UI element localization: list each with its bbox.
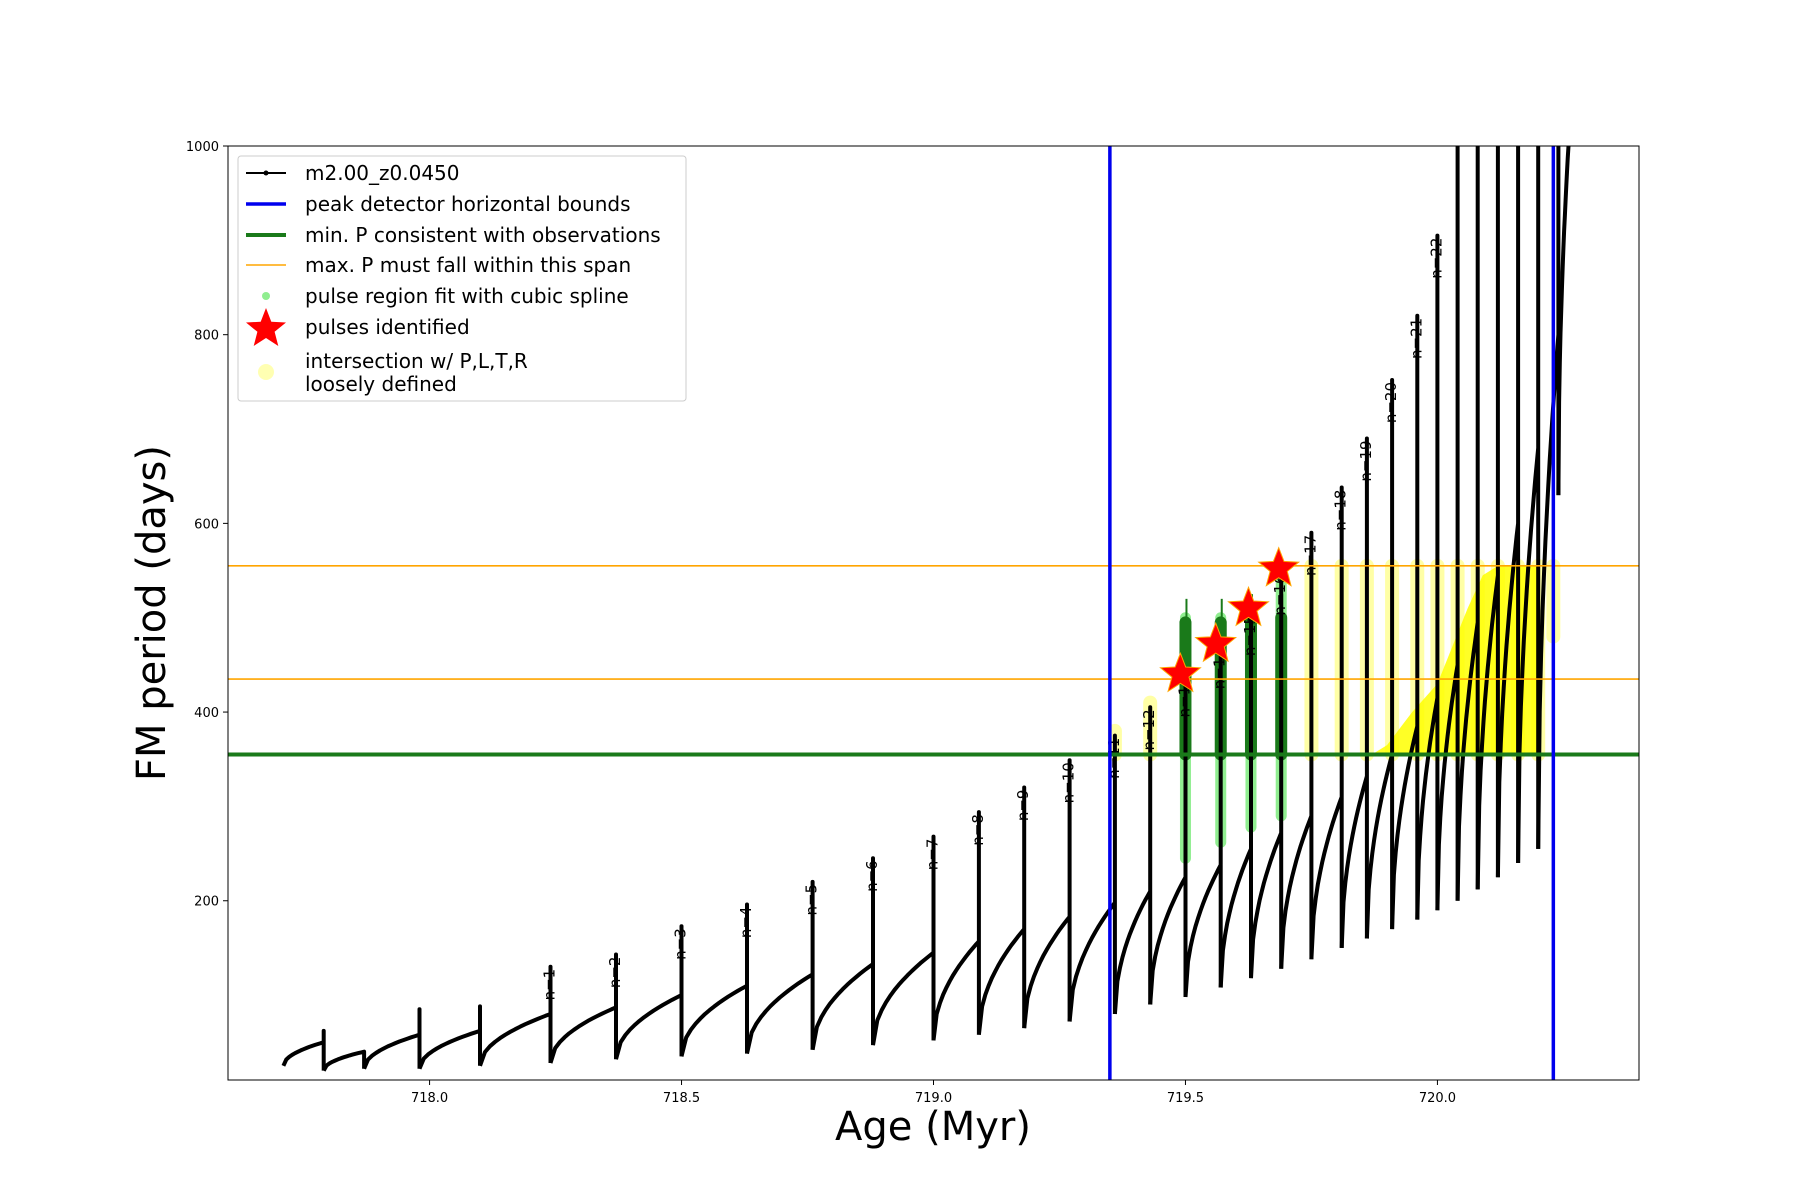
pulse-number-label-23: n=20 [1382, 382, 1400, 423]
legend-item-0: m2.00_z0.0450 [246, 161, 460, 185]
pulse-number-label-20: n=17 [1301, 535, 1319, 576]
x-axis-title: Age (Myr) [835, 1104, 1031, 1150]
track-segment-11 [931, 810, 981, 1041]
legend-label-1: peak detector horizontal bounds [305, 192, 631, 216]
track-segment-3 [417, 1004, 482, 1070]
track-segment-5 [548, 952, 618, 1064]
legend-label-3: max. P must fall within this span [305, 253, 631, 277]
pulse-number-label-6: n=3 [672, 928, 690, 960]
pulse-number-label-25: n=22 [1427, 238, 1445, 279]
y-tick-label-0: 200 [194, 895, 219, 910]
pulse-number-label-8: n=5 [803, 884, 821, 916]
track-segment-22 [1339, 436, 1369, 948]
legend-label-6: intersection w/ P,L,T,R [305, 349, 528, 373]
pulse-star-2 [1227, 585, 1270, 627]
y-tick-label-2: 600 [194, 517, 219, 532]
track-segment-0 [281, 1028, 326, 1071]
legend-item-5: pulses identified [246, 308, 470, 346]
legend-marker-loose [258, 364, 274, 380]
legend-label-2: min. P consistent with observations [305, 223, 661, 247]
legend-marker-star [246, 308, 286, 346]
track-segment-7 [679, 902, 749, 1057]
track-segment-26 [1435, 146, 1460, 911]
legend-item-3: max. P must fall within this span [246, 253, 631, 277]
pulse-number-label-10: n=7 [924, 839, 942, 871]
legend-item-4: pulse region fit with cubic spline [262, 284, 629, 308]
pulse-star-1 [1194, 621, 1238, 663]
pulse-number-label-7: n=4 [737, 907, 755, 939]
track-segment-16 [1148, 672, 1188, 1005]
pulse-number-label-5: n=2 [606, 957, 624, 989]
pulse-number-label-9: n=6 [863, 860, 881, 892]
x-tick-label-4: 720.0 [1419, 1091, 1456, 1106]
track-segment-12 [976, 785, 1027, 1035]
legend-item-1: peak detector horizontal bounds [246, 192, 631, 216]
track-segment-27 [1455, 146, 1480, 901]
x-tick-label-3: 719.5 [1167, 1091, 1204, 1106]
track-segment-24 [1390, 313, 1420, 930]
pulse-number-label-19: n=16 [1271, 574, 1289, 615]
track-segment-28 [1475, 146, 1500, 890]
y-tick-label-3: 800 [194, 329, 219, 344]
x-tick-label-0: 718.0 [411, 1091, 448, 1106]
track-segment-15 [1112, 705, 1153, 1015]
track-segment-1 [321, 1049, 367, 1072]
pulse-number-label-4: n=1 [541, 969, 559, 1001]
pulse-number-label-14: n=11 [1105, 738, 1123, 779]
track-segment-23 [1364, 378, 1395, 939]
y-tick-label-1: 400 [194, 706, 219, 721]
track-segment-20 [1279, 530, 1314, 969]
pulse-number-label-11: n=8 [969, 814, 987, 846]
track-segment-21 [1309, 485, 1344, 960]
track-segment-4 [478, 964, 553, 1067]
legend-item-2: min. P consistent with observations [246, 223, 661, 247]
y-tick-label-4: 1000 [186, 140, 219, 155]
track-segment-13 [1022, 758, 1072, 1029]
track-segment-9 [810, 856, 875, 1051]
pulse-star-0 [1159, 651, 1202, 693]
track-segment-6 [614, 924, 684, 1060]
legend-label-0: m2.00_z0.0450 [305, 161, 460, 185]
track-segment-14 [1067, 733, 1117, 1022]
x-tick-label-2: 719.0 [915, 1091, 952, 1106]
track-segment-19 [1249, 570, 1284, 979]
plot-area: n=1 n=2 n=3 n=4 n=5 n=6 n=7 n=8 n=9 n=10 n=11 n=12 n… [228, 146, 1639, 1080]
pulse-star-3 [1257, 546, 1301, 587]
track-segment-18 [1218, 611, 1253, 988]
track-segment-30 [1516, 146, 1541, 864]
pulse-number-label-13: n=10 [1060, 762, 1078, 803]
pulse-number-label-15: n=12 [1140, 709, 1158, 750]
track-segment-8 [745, 879, 815, 1055]
y-axis-title: FM period (days) [129, 445, 175, 781]
pulse-number-label-22: n=19 [1357, 440, 1375, 481]
legend-marker-track-dot [263, 170, 269, 176]
pulse-number-label-12: n=9 [1014, 790, 1032, 822]
legend-marker-pulse-region [262, 292, 270, 300]
y-axis: 200 400 600 800 1000 [186, 140, 228, 910]
x-axis: 718.0 718.5 719.0 719.5 720.0 [411, 1080, 1456, 1106]
pulse-number-label-24: n=21 [1407, 318, 1425, 359]
track-segment-31 [1536, 146, 1561, 849]
track-segment-2 [362, 1007, 422, 1070]
track-segment-25 [1415, 233, 1440, 920]
legend-label-5: pulses identified [305, 315, 470, 339]
pulse-number-label-21: n=18 [1332, 490, 1350, 531]
track-segment-10 [871, 834, 936, 1046]
pulse-number-label-18: n=15 [1241, 615, 1259, 656]
track-segment-29 [1495, 146, 1521, 878]
legend-label-6-line2: loosely defined [305, 372, 457, 396]
track-segment-32 [1556, 146, 1571, 496]
track-segment-17 [1183, 644, 1223, 998]
legend-label-4: pulse region fit with cubic spline [305, 284, 629, 308]
legend-box [237, 155, 687, 402]
x-tick-label-1: 718.5 [663, 1091, 700, 1106]
